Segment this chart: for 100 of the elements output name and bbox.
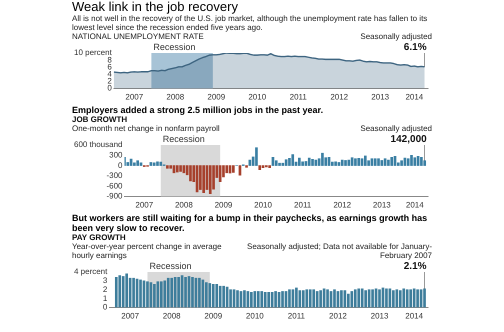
bar — [139, 280, 142, 308]
y-tick-label: 8 — [107, 55, 112, 64]
bar — [340, 160, 344, 166]
x-tick-label: 2007 — [125, 92, 144, 102]
bar — [240, 291, 242, 308]
x-tick-label: 2009 — [214, 200, 233, 210]
bar — [382, 288, 384, 308]
bar — [288, 158, 291, 166]
bar — [268, 165, 271, 168]
bar — [232, 289, 236, 308]
bar — [338, 162, 340, 166]
bar — [124, 157, 126, 166]
bar — [132, 278, 135, 308]
bar — [322, 288, 326, 308]
bar — [267, 292, 270, 308]
bar — [302, 290, 305, 308]
bar — [334, 161, 337, 166]
bar — [354, 289, 357, 308]
bar — [387, 160, 390, 166]
x-tick-label: 2013 — [371, 92, 390, 102]
bar — [222, 286, 225, 308]
bar — [136, 278, 138, 308]
bar — [420, 157, 423, 166]
bar — [122, 276, 125, 308]
bar — [406, 158, 410, 166]
bar — [156, 281, 160, 308]
bar — [208, 283, 212, 308]
x-tick-label: 2010 — [248, 92, 267, 102]
bar — [136, 160, 140, 166]
y-axis-title: One-month net change in nonfarm payroll — [72, 124, 220, 133]
bar — [236, 290, 239, 308]
bar — [281, 291, 284, 308]
bar — [260, 291, 264, 308]
bar — [212, 165, 215, 190]
bar — [150, 162, 152, 166]
bar — [274, 291, 277, 308]
bar — [202, 165, 205, 193]
bar — [248, 160, 252, 166]
bar — [298, 290, 302, 308]
y-tick-label: 3 — [102, 276, 108, 286]
bar — [344, 160, 347, 166]
bar — [301, 161, 304, 166]
bar — [153, 284, 156, 308]
y-tick-label: -900 — [106, 192, 124, 201]
x-tick-label: 2010 — [254, 200, 272, 210]
bar — [228, 165, 232, 174]
bar — [128, 278, 132, 308]
bar — [377, 158, 380, 166]
bar — [159, 162, 162, 166]
y-tick-label: 2 — [102, 284, 108, 294]
bar — [344, 290, 346, 308]
bar — [291, 154, 294, 166]
bar — [380, 160, 384, 166]
bar — [172, 165, 176, 174]
bar — [413, 157, 416, 166]
bar — [360, 158, 364, 166]
x-tick-label: 2012 — [330, 92, 349, 102]
bar — [319, 290, 322, 308]
chart-subtitle: All is not well in the recovery of the U.S. job market, although the unemployment rate has fallen to its lowest level since the recession ended five years ago. — [72, 14, 428, 32]
bar — [384, 158, 386, 166]
bar — [314, 160, 318, 166]
bar — [416, 289, 419, 308]
bar — [409, 289, 412, 308]
bar — [262, 165, 264, 168]
bar — [420, 289, 422, 308]
y-tick-label: 10 percent — [74, 48, 113, 58]
bar — [412, 288, 416, 308]
x-tick-label: 2013 — [370, 311, 389, 320]
bar — [166, 165, 169, 169]
bar — [378, 289, 381, 308]
bar — [160, 281, 163, 308]
y-tick-label: -600 — [106, 181, 124, 190]
y-tick-label: 1 — [102, 294, 108, 303]
bar — [333, 289, 336, 308]
bar — [295, 288, 298, 308]
bar — [184, 276, 187, 308]
bar — [189, 165, 192, 182]
annotation: 142,000 — [390, 134, 428, 145]
y-tick-label: 0 — [107, 84, 112, 93]
bar — [292, 289, 294, 308]
bar — [368, 289, 370, 308]
chart-subtitle: JOB GROWTH — [72, 115, 128, 124]
bar — [142, 280, 146, 308]
x-tick-label: 2012 — [329, 311, 348, 320]
bar — [357, 158, 360, 166]
y-axis-title: Year-over-year percent change in average hourly earnings — [72, 242, 223, 260]
bar — [180, 275, 184, 308]
bar — [150, 282, 152, 308]
bar — [400, 160, 403, 166]
bar — [258, 165, 262, 170]
bar — [350, 291, 354, 308]
bar — [308, 158, 311, 166]
y-tick-label: 300 — [109, 150, 124, 160]
bar — [169, 165, 172, 169]
y-tick-label: 2 — [107, 76, 112, 86]
text: Seasonally adjusted — [360, 124, 432, 133]
bar — [374, 158, 377, 166]
bar — [360, 288, 364, 308]
bar — [194, 278, 198, 308]
bar — [256, 291, 260, 308]
